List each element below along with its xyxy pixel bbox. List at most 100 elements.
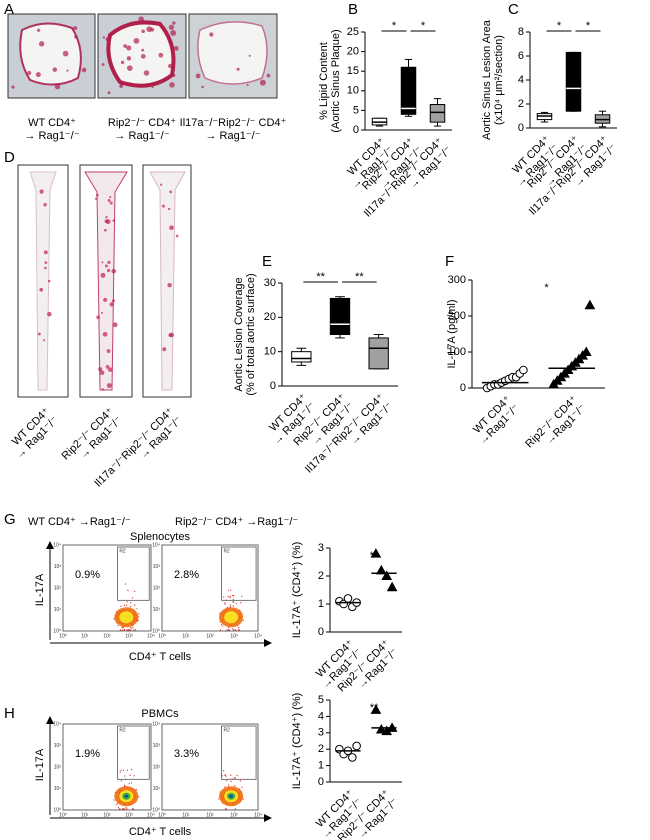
event-dot <box>134 604 136 606</box>
flow-tick-label: 10² <box>54 764 62 770</box>
flow-tick-label: 10⁴ <box>53 721 61 727</box>
event-dot <box>234 808 236 810</box>
y-tick-label: 0 <box>518 122 524 134</box>
flow-tick-label: 10¹ <box>153 786 161 792</box>
flow-tick-label: 10³ <box>153 743 161 749</box>
stain <box>111 268 117 274</box>
stain <box>27 70 32 76</box>
flow-plot <box>161 544 259 632</box>
stain <box>107 91 111 95</box>
event-dot <box>135 629 137 631</box>
event-dot <box>233 777 235 779</box>
y-axis-label: (x10⁴ μm²/section) <box>493 35 505 125</box>
stain <box>107 367 113 372</box>
stain <box>66 69 69 72</box>
stain <box>107 47 111 51</box>
panel-letter: A <box>4 1 14 18</box>
stain <box>170 29 177 36</box>
stain <box>35 72 41 78</box>
stain <box>101 261 104 264</box>
event-dot <box>124 775 126 777</box>
event-dot <box>137 620 139 622</box>
stain <box>47 279 51 283</box>
event-dot <box>124 583 127 585</box>
stain <box>62 50 69 57</box>
stain <box>151 86 154 89</box>
event-dot <box>132 808 134 810</box>
flow-tick-label: 10⁴ <box>152 542 160 548</box>
event-dot <box>134 590 136 592</box>
flow-tick-label: 10¹ <box>182 633 190 639</box>
stain <box>259 79 266 86</box>
image-caption: → Rag1⁻/⁻ <box>205 130 260 142</box>
stain <box>105 216 108 219</box>
event-dot <box>125 604 128 606</box>
stain <box>105 219 111 225</box>
event-dot <box>138 613 140 615</box>
event-dot <box>232 595 234 597</box>
stain <box>99 370 105 375</box>
event-dot <box>234 629 237 631</box>
y-axis-label: Aortic Sinus Lesion Area <box>481 19 493 140</box>
event-dot <box>232 628 234 630</box>
y-tick-label: 3 <box>318 542 324 554</box>
data-point <box>584 299 596 310</box>
event-dot <box>126 629 128 631</box>
event-dot <box>126 601 128 603</box>
lumen <box>106 20 176 88</box>
event-dot <box>117 625 119 627</box>
event-dot <box>133 629 135 631</box>
event-dot <box>130 627 132 629</box>
event-dot <box>236 774 238 777</box>
event-dot <box>226 779 228 782</box>
stain <box>105 37 110 42</box>
stain <box>38 41 45 47</box>
y-tick-label: 1 <box>318 760 324 772</box>
event-dot <box>123 604 125 606</box>
stain <box>47 311 52 317</box>
event-dot <box>234 785 236 787</box>
event-dot <box>225 775 227 777</box>
event-dot <box>235 602 237 605</box>
y-tick-label: 4 <box>518 74 524 86</box>
event-dot <box>219 629 222 631</box>
event-dot <box>131 768 133 770</box>
event-dot <box>228 629 231 631</box>
significance: ** <box>316 271 325 283</box>
stain <box>141 29 145 34</box>
stain <box>52 67 58 72</box>
gate-label: R2 <box>119 548 126 554</box>
event-dot <box>233 629 235 631</box>
panel-letter: B <box>348 1 358 18</box>
event-dot <box>121 629 123 631</box>
event-dot <box>113 618 115 620</box>
stain <box>169 225 174 231</box>
event-dot <box>225 808 227 810</box>
event-dot <box>130 606 132 608</box>
stain <box>100 272 106 278</box>
panel-letter: H <box>4 705 15 722</box>
stain <box>107 260 111 264</box>
event-dot <box>227 596 229 598</box>
stain <box>168 24 175 30</box>
stain <box>141 48 145 52</box>
aorta-images <box>17 164 192 398</box>
significance: ** <box>370 702 379 714</box>
flow-tick-label: 10⁰ <box>152 807 160 813</box>
stain <box>109 195 112 199</box>
group-header: WT CD4⁺ →Rag1⁻/⁻ <box>28 516 131 528</box>
image-caption: → Rag1⁻/⁻ <box>114 130 169 142</box>
significance: ** <box>370 550 379 562</box>
significance: * <box>586 20 591 32</box>
event-dot <box>120 780 122 782</box>
event-dot <box>224 808 226 810</box>
event-dot <box>223 596 225 598</box>
event-dot <box>126 769 129 771</box>
y-axis-label: % Lipid Content <box>318 42 330 120</box>
event-dot <box>132 626 134 628</box>
stain <box>37 332 41 336</box>
event-dot <box>222 770 225 772</box>
event-dot <box>133 775 135 777</box>
flow-tick-label: 10⁰ <box>53 807 61 813</box>
event-dot <box>220 624 223 626</box>
